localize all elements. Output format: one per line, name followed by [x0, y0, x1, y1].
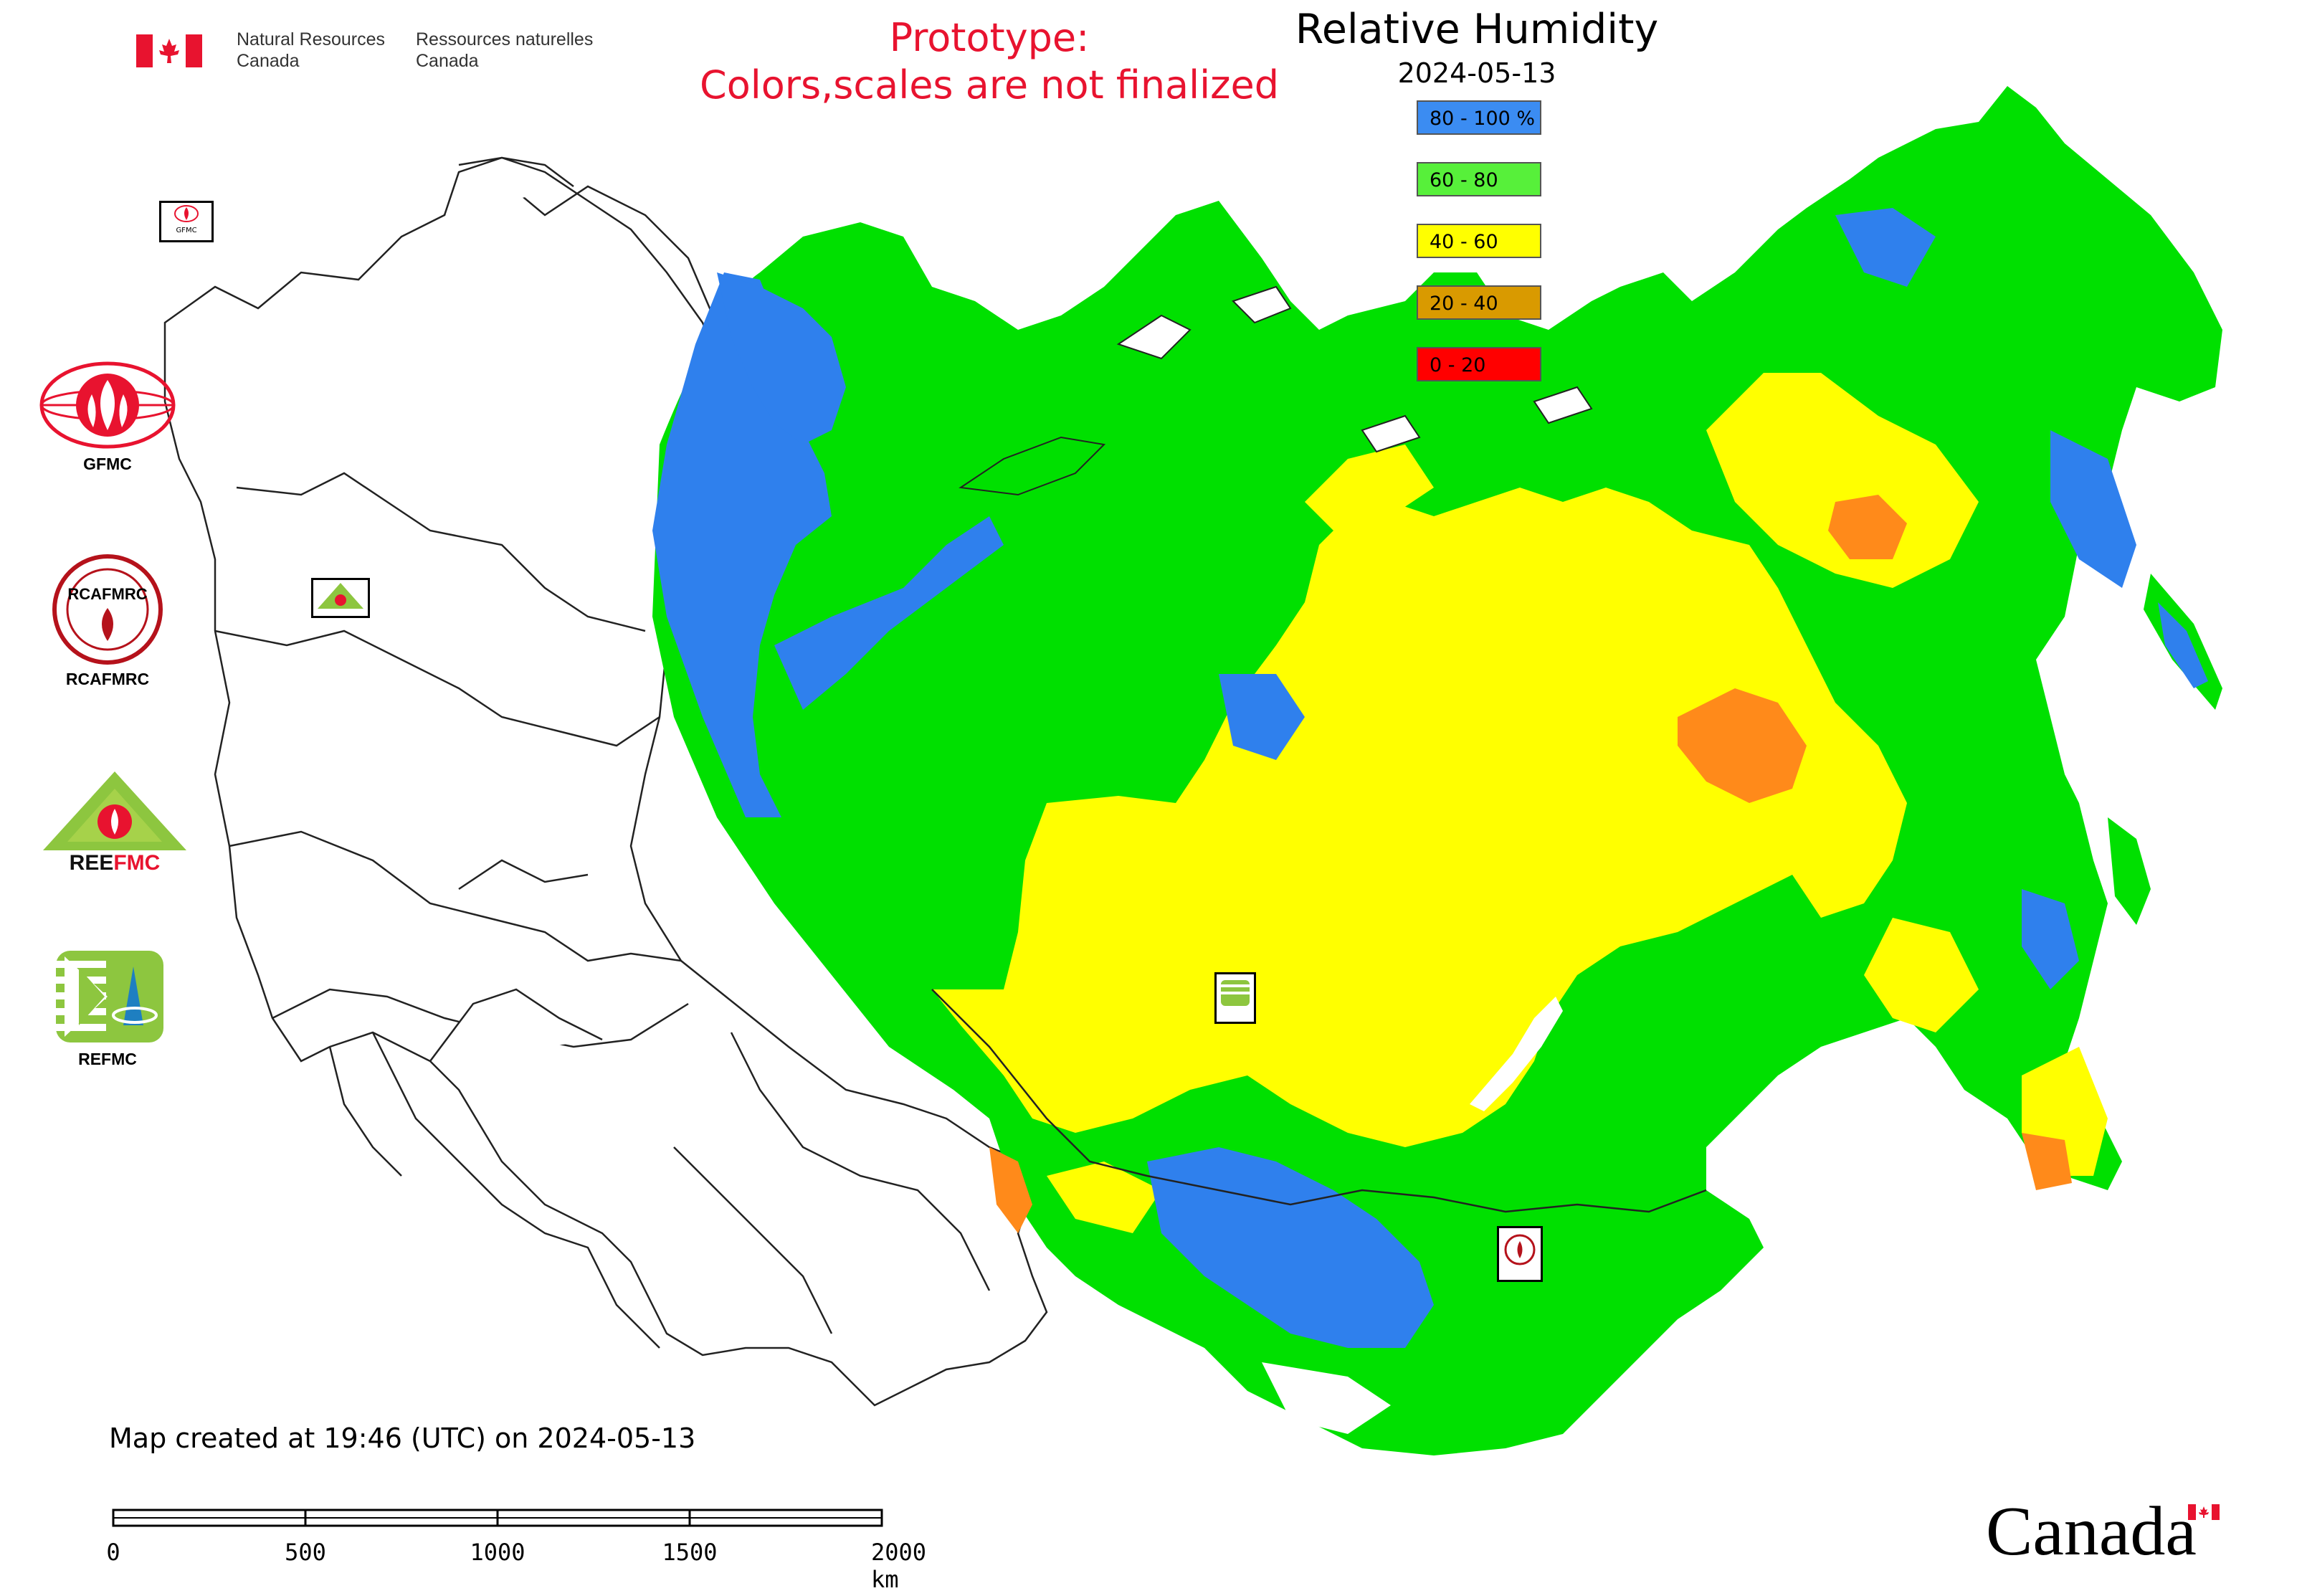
map-created-timestamp: Map created at 19:46 (UTC) on 2024-05-13 — [109, 1422, 696, 1454]
svg-text:RCAFMRC: RCAFMRC — [67, 585, 147, 603]
scale-tick-500: 500 — [285, 1539, 326, 1566]
rcafmrc-marker-icon — [1504, 1234, 1536, 1265]
gfmc-center-marker: GFMC — [159, 201, 214, 242]
department-en-line-2: Canada — [237, 51, 300, 71]
arctic-islands — [959, 285, 1593, 496]
scale-tick-2000: 2000 km — [871, 1539, 927, 1593]
reefmc-logo-icon: REEFMC — [39, 771, 191, 875]
canada-wordmark: Canada — [1986, 1493, 2197, 1570]
refmc-marker-icon — [1221, 980, 1250, 1006]
legend-item-20-40: 20 - 40 — [1417, 285, 1541, 320]
scale-bar: 0 500 1000 1500 2000 km — [106, 1498, 968, 1593]
department-name-en: Natural Resources Canada — [237, 29, 385, 72]
rcafmrc-center-marker — [1497, 1226, 1543, 1282]
government-signature: Natural Resources Canada Ressources natu… — [136, 29, 638, 79]
partner-refmc-label: REFMC — [78, 1050, 137, 1068]
gfmc-logo-icon — [39, 361, 176, 449]
prototype-line-1: Prototype: — [889, 15, 1090, 60]
rcafmrc-logo-icon: RCAFMRC — [52, 554, 163, 665]
southern-border — [931, 989, 1707, 1213]
svg-text:REEFMC: REEFMC — [70, 851, 161, 875]
country-outlines — [163, 156, 1048, 1407]
legend-item-40-60: 40 - 60 — [1417, 224, 1541, 258]
canada-flag-icon — [136, 34, 202, 67]
department-fr-line-2: Canada — [416, 51, 479, 71]
canada-wordmark-flag-icon — [2188, 1504, 2220, 1520]
map-date: 2024-05-13 — [1397, 57, 1556, 89]
department-name-fr: Ressources naturelles Canada — [416, 29, 593, 72]
prototype-line-2: Colors,scales are not finalized — [700, 62, 1279, 108]
gfmc-marker-label: GFMC — [176, 227, 197, 234]
scale-tick-1000: 1000 — [470, 1539, 525, 1566]
refmc-center-marker — [1214, 972, 1256, 1024]
legend-item-60-80: 60 - 80 — [1417, 162, 1541, 196]
reefmc-marker-icon — [318, 583, 363, 609]
scale-bar-graphic — [112, 1509, 883, 1527]
department-fr-line-1: Ressources naturelles — [416, 29, 594, 49]
scale-tick-0: 0 — [106, 1539, 120, 1566]
map-title: Relative Humidity — [1295, 6, 1659, 53]
refmc-logo-icon — [56, 951, 163, 1042]
partner-gfmc-label: GFMC — [83, 455, 132, 473]
legend-item-0-20: 0 - 20 — [1417, 347, 1541, 381]
partner-gfmc: GFMC — [36, 358, 179, 474]
gfmc-marker-icon — [174, 205, 199, 222]
legend-item-80-100: 80 - 100 % — [1417, 100, 1541, 135]
department-en-line-1: Natural Resources — [237, 29, 386, 49]
reefmc-center-marker — [311, 578, 370, 618]
humidity-field — [652, 86, 2222, 1455]
partner-rcafmrc: RCAFMRC RCAFMRC — [36, 552, 179, 689]
partner-reefmc: REEFMC — [36, 767, 191, 878]
scale-tick-1500: 1500 — [662, 1539, 718, 1566]
partner-refmc: REFMC — [36, 946, 179, 1069]
prototype-notice: Prototype: Colors,scales are not finaliz… — [617, 14, 1362, 109]
partner-rcafmrc-label: RCAFMRC — [65, 670, 150, 688]
